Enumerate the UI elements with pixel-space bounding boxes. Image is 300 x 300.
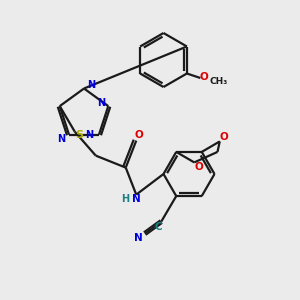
Text: CH₃: CH₃ [209, 76, 227, 85]
Text: C: C [154, 222, 162, 232]
Text: N: N [97, 98, 105, 107]
Text: N: N [85, 130, 94, 140]
Text: N: N [134, 233, 143, 243]
Text: H: H [121, 194, 129, 204]
Text: S: S [75, 130, 83, 140]
Text: N: N [132, 194, 141, 204]
Text: O: O [220, 132, 229, 142]
Text: O: O [135, 130, 144, 140]
Text: O: O [194, 162, 203, 172]
Text: O: O [199, 71, 208, 82]
Text: N: N [87, 80, 96, 90]
Text: N: N [57, 134, 66, 144]
